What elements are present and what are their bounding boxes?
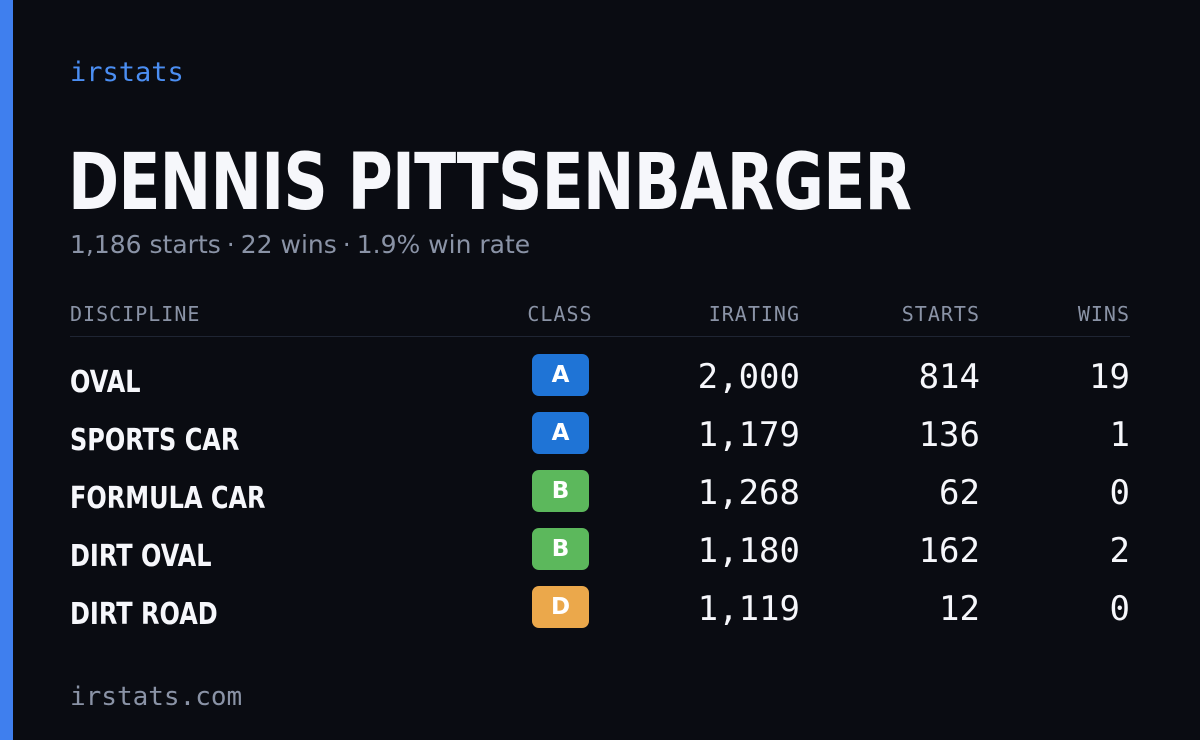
starts-value: 12: [939, 589, 980, 629]
brand-logo: irstats: [70, 57, 184, 88]
irating-value: 1,180: [697, 531, 800, 571]
wins-value: 0: [1109, 589, 1130, 629]
discipline-name: SPORTS CAR: [70, 423, 240, 458]
table-header: DISCIPLINE CLASS IRATING STARTS WINS: [70, 298, 1130, 337]
starts-value: 136: [918, 415, 980, 455]
class-badge: D: [532, 586, 589, 628]
wins-value: 2: [1109, 531, 1130, 571]
header-starts: STARTS: [901, 302, 980, 326]
table-row: SPORTS CAR A 1,179 136 1: [70, 412, 1130, 470]
header-discipline: DISCIPLINE: [70, 302, 201, 326]
table-row: FORMULA CAR B 1,268 62 0: [70, 470, 1130, 528]
table-row: OVAL A 2,000 814 19: [70, 354, 1130, 412]
starts-summary: 1,186 starts: [70, 230, 221, 259]
discipline-name: DIRT OVAL: [70, 539, 212, 574]
starts-value: 62: [939, 473, 980, 513]
wins-value: 1: [1109, 415, 1130, 455]
table-row: DIRT ROAD D 1,119 12 0: [70, 586, 1130, 644]
irating-value: 2,000: [697, 357, 800, 397]
player-name: DENNIS PITTSENBARGER: [68, 138, 912, 228]
discipline-name: OVAL: [70, 365, 141, 400]
irating-value: 1,268: [697, 473, 800, 513]
summary-separator: ·: [342, 230, 351, 259]
footer-url: irstats.com: [70, 682, 243, 712]
table-body: OVAL A 2,000 814 19 SPORTS CAR A 1,179 1…: [70, 354, 1130, 644]
starts-value: 814: [918, 357, 980, 397]
discipline-table: DISCIPLINE CLASS IRATING STARTS WINS OVA…: [70, 298, 1130, 644]
class-badge: A: [532, 354, 589, 396]
wins-value: 0: [1109, 473, 1130, 513]
class-badge: B: [532, 470, 589, 512]
class-badge: B: [532, 528, 589, 570]
header-irating: IRATING: [708, 302, 800, 326]
summary-separator: ·: [226, 230, 235, 259]
discipline-name: FORMULA CAR: [70, 481, 266, 516]
wins-summary: 22 wins: [240, 230, 337, 259]
header-wins: WINS: [1077, 302, 1130, 326]
table-row: DIRT OVAL B 1,180 162 2: [70, 528, 1130, 586]
header-class: CLASS: [527, 302, 593, 326]
accent-bar: [0, 0, 13, 740]
irating-value: 1,119: [697, 589, 800, 629]
starts-value: 162: [918, 531, 980, 571]
player-summary: 1,186 starts · 22 wins · 1.9% win rate: [70, 228, 530, 262]
irating-value: 1,179: [697, 415, 800, 455]
win-rate-summary: 1.9% win rate: [356, 230, 531, 259]
wins-value: 19: [1089, 357, 1130, 397]
class-badge: A: [532, 412, 589, 454]
discipline-name: DIRT ROAD: [70, 597, 218, 632]
